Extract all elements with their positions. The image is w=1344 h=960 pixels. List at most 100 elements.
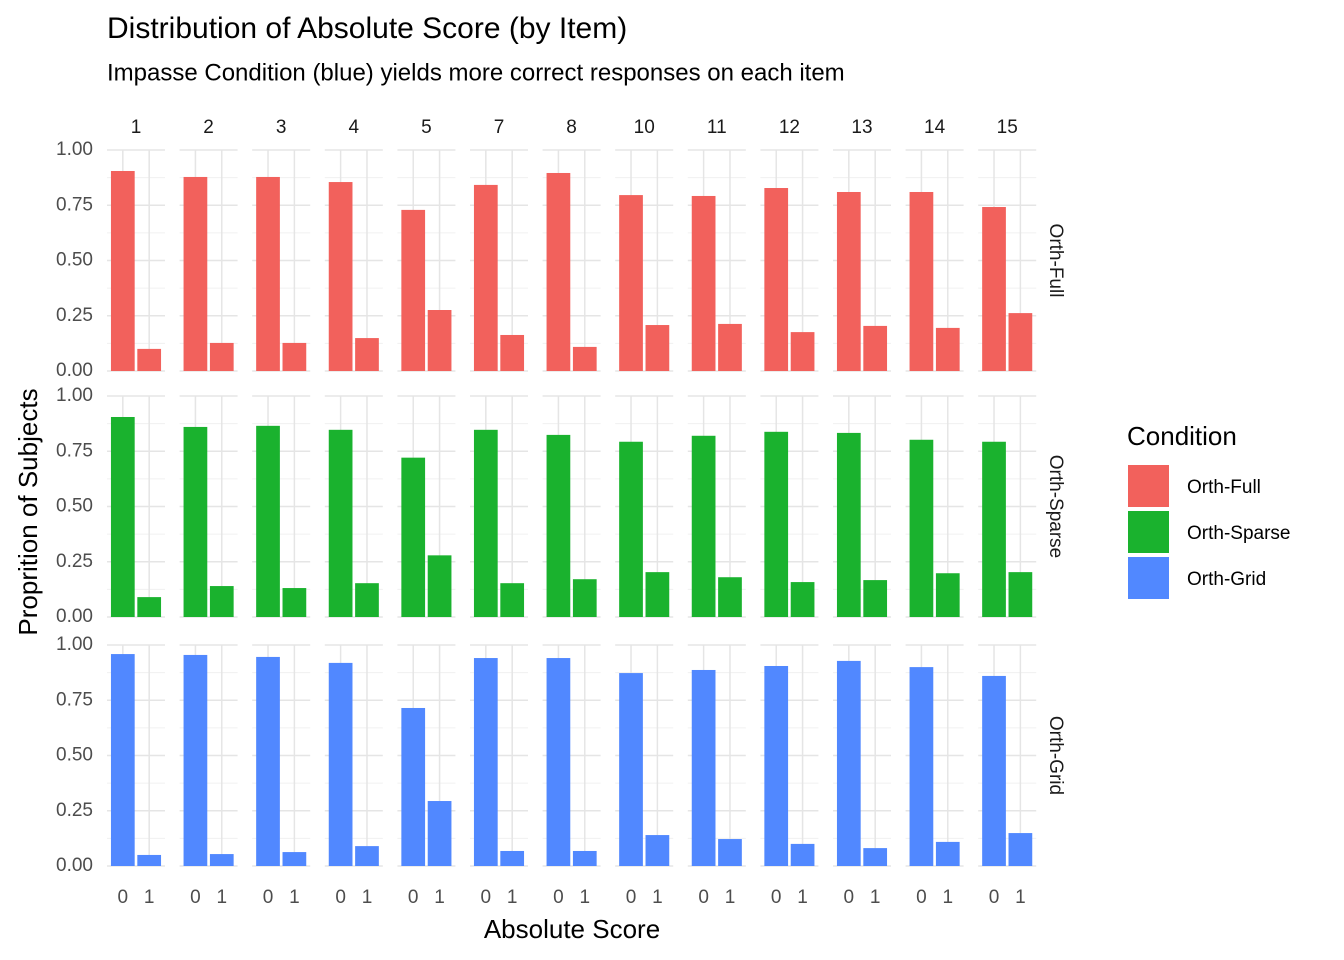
bar xyxy=(718,577,742,617)
bar xyxy=(183,654,208,866)
bar xyxy=(619,441,643,617)
bar xyxy=(691,435,716,617)
bar xyxy=(282,852,307,866)
x-tick-label: 1 xyxy=(216,887,227,908)
row-strip-label: Orth-Grid xyxy=(1045,716,1066,795)
y-tick-label: 0.25 xyxy=(56,800,93,821)
bar xyxy=(1008,313,1033,371)
legend-label: Orth-Sparse xyxy=(1187,523,1290,544)
column-strip-label: 13 xyxy=(851,117,872,138)
x-tick-label: 0 xyxy=(989,887,1000,908)
bar xyxy=(401,209,426,371)
bar xyxy=(836,432,861,617)
row-strip-label: Orth-Sparse xyxy=(1045,455,1066,558)
bar xyxy=(909,191,934,371)
bar xyxy=(982,675,1006,866)
bar xyxy=(209,854,234,866)
legend-key xyxy=(1128,465,1169,507)
y-tick-label: 1.00 xyxy=(56,385,93,406)
bar xyxy=(209,342,234,371)
x-tick-label: 0 xyxy=(190,887,201,908)
bar xyxy=(256,425,280,617)
x-tick-label: 1 xyxy=(870,887,881,908)
bar xyxy=(1008,572,1033,617)
bar xyxy=(110,654,135,866)
bar xyxy=(546,172,571,371)
bar xyxy=(863,848,888,866)
bar xyxy=(718,323,742,371)
bar xyxy=(355,846,379,866)
x-tick-label: 0 xyxy=(263,887,274,908)
bar xyxy=(500,334,525,371)
bar xyxy=(137,348,162,371)
bar xyxy=(427,555,452,617)
bar xyxy=(328,182,353,371)
bar xyxy=(473,658,498,866)
bar xyxy=(691,195,716,371)
column-strip-label: 7 xyxy=(494,117,505,138)
bar xyxy=(645,835,670,866)
y-tick-label: 0.50 xyxy=(56,250,93,271)
bar xyxy=(183,176,208,371)
x-tick-label: 1 xyxy=(362,887,373,908)
x-tick-label: 1 xyxy=(434,887,445,908)
bar xyxy=(355,338,379,371)
x-tick-label: 0 xyxy=(553,887,564,908)
y-tick-label: 0.50 xyxy=(56,496,93,517)
bar xyxy=(790,843,815,866)
bar xyxy=(790,332,815,371)
bar xyxy=(645,325,670,371)
y-tick-label: 0.50 xyxy=(56,745,93,766)
bar xyxy=(401,457,426,617)
x-tick-label: 0 xyxy=(626,887,637,908)
column-strip-label: 3 xyxy=(276,117,287,138)
x-tick-label: 0 xyxy=(481,887,492,908)
y-tick-label: 1.00 xyxy=(56,139,93,160)
bar xyxy=(355,583,379,617)
row-strip-label: Orth-Full xyxy=(1045,224,1066,298)
bar xyxy=(282,588,307,617)
bar xyxy=(209,586,234,617)
column-strip-label: 15 xyxy=(997,117,1018,138)
bar xyxy=(935,573,960,617)
bar xyxy=(427,310,452,371)
column-strip-label: 11 xyxy=(707,117,727,138)
bar xyxy=(500,583,525,617)
bar xyxy=(256,176,280,371)
column-strip-label: 8 xyxy=(566,117,577,138)
bar xyxy=(1008,833,1033,866)
bar xyxy=(836,660,861,866)
bar xyxy=(836,191,861,371)
x-tick-label: 0 xyxy=(408,887,419,908)
bar xyxy=(863,580,888,617)
chart-title: Distribution of Absolute Score (by Item) xyxy=(107,12,627,45)
y-tick-label: 0.75 xyxy=(56,194,93,215)
x-tick-label: 0 xyxy=(771,887,782,908)
column-strip-label: 2 xyxy=(203,117,214,138)
bar xyxy=(473,429,498,617)
x-tick-label: 1 xyxy=(1015,887,1026,908)
bar xyxy=(909,667,934,866)
bar xyxy=(863,325,888,371)
chart-subtitle: Impasse Condition (blue) yields more cor… xyxy=(107,59,845,86)
bar xyxy=(691,669,716,866)
bar xyxy=(546,658,571,866)
bar xyxy=(619,195,643,371)
legend-label: Orth-Full xyxy=(1187,477,1261,498)
bar xyxy=(401,707,426,866)
bar xyxy=(909,439,934,617)
bar xyxy=(935,841,960,866)
column-strip-label: 5 xyxy=(421,117,432,138)
y-tick-label: 0.00 xyxy=(56,360,93,381)
column-strip-label: 12 xyxy=(779,117,800,138)
y-tick-label: 0.75 xyxy=(56,440,93,461)
legend-label: Orth-Grid xyxy=(1187,569,1266,590)
y-axis-label: Proprition of Subjects xyxy=(13,388,43,635)
x-tick-label: 1 xyxy=(144,887,155,908)
bar xyxy=(256,656,280,866)
x-tick-label: 1 xyxy=(725,887,736,908)
column-strip-label: 1 xyxy=(131,117,142,138)
bar xyxy=(110,170,135,371)
bar xyxy=(645,572,670,617)
y-tick-label: 0.00 xyxy=(56,606,93,627)
